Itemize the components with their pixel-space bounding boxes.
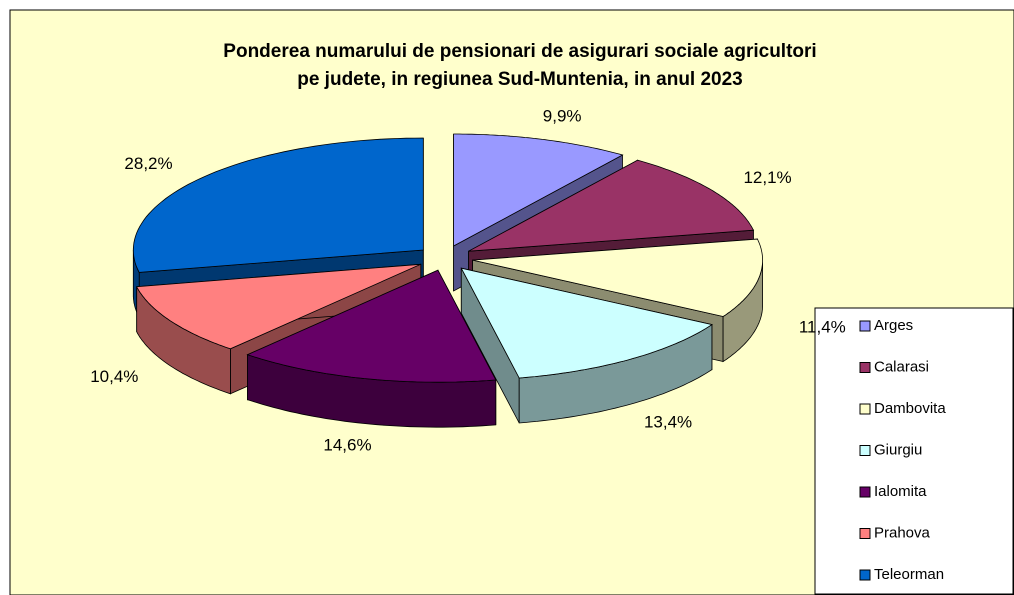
- chart-title: pe judete, in regiunea Sud-Muntenia, in …: [297, 69, 743, 90]
- slice: [246, 269, 497, 383]
- data-label: 14,6%: [323, 435, 371, 454]
- slice: [136, 263, 421, 350]
- data-label: 11,4%: [799, 317, 846, 336]
- legend-label: Prahova: [874, 524, 931, 541]
- legend-swatch: [859, 362, 871, 373]
- legend-label: Ialomita: [874, 483, 927, 500]
- legend-swatch: [859, 320, 871, 332]
- legend-swatch: [859, 486, 871, 498]
- slice: [460, 267, 713, 379]
- legend-swatch: [859, 403, 871, 415]
- legend-label: Giurgiu: [874, 441, 922, 458]
- legend-label: Calarasi: [874, 358, 929, 375]
- legend-swatch: [859, 528, 871, 539]
- slice: [472, 238, 763, 317]
- slice: [468, 159, 755, 252]
- data-label: 9,9%: [543, 107, 582, 126]
- chart-title: Ponderea numarului de pensionari de asig…: [223, 41, 816, 62]
- legend-label: Dambovita: [874, 400, 946, 417]
- slice: [132, 137, 424, 273]
- legend-label: Arges: [874, 317, 913, 334]
- legend-label: Teleorman: [874, 566, 944, 583]
- legend-swatch: [859, 569, 871, 581]
- legend-swatch: [859, 445, 871, 456]
- data-label: 12,1%: [743, 168, 791, 187]
- slice: [453, 133, 624, 247]
- data-label: 10,4%: [90, 367, 138, 386]
- data-label: 28,2%: [124, 154, 172, 173]
- data-label: 13,4%: [644, 413, 692, 432]
- legend-box: [814, 307, 1014, 595]
